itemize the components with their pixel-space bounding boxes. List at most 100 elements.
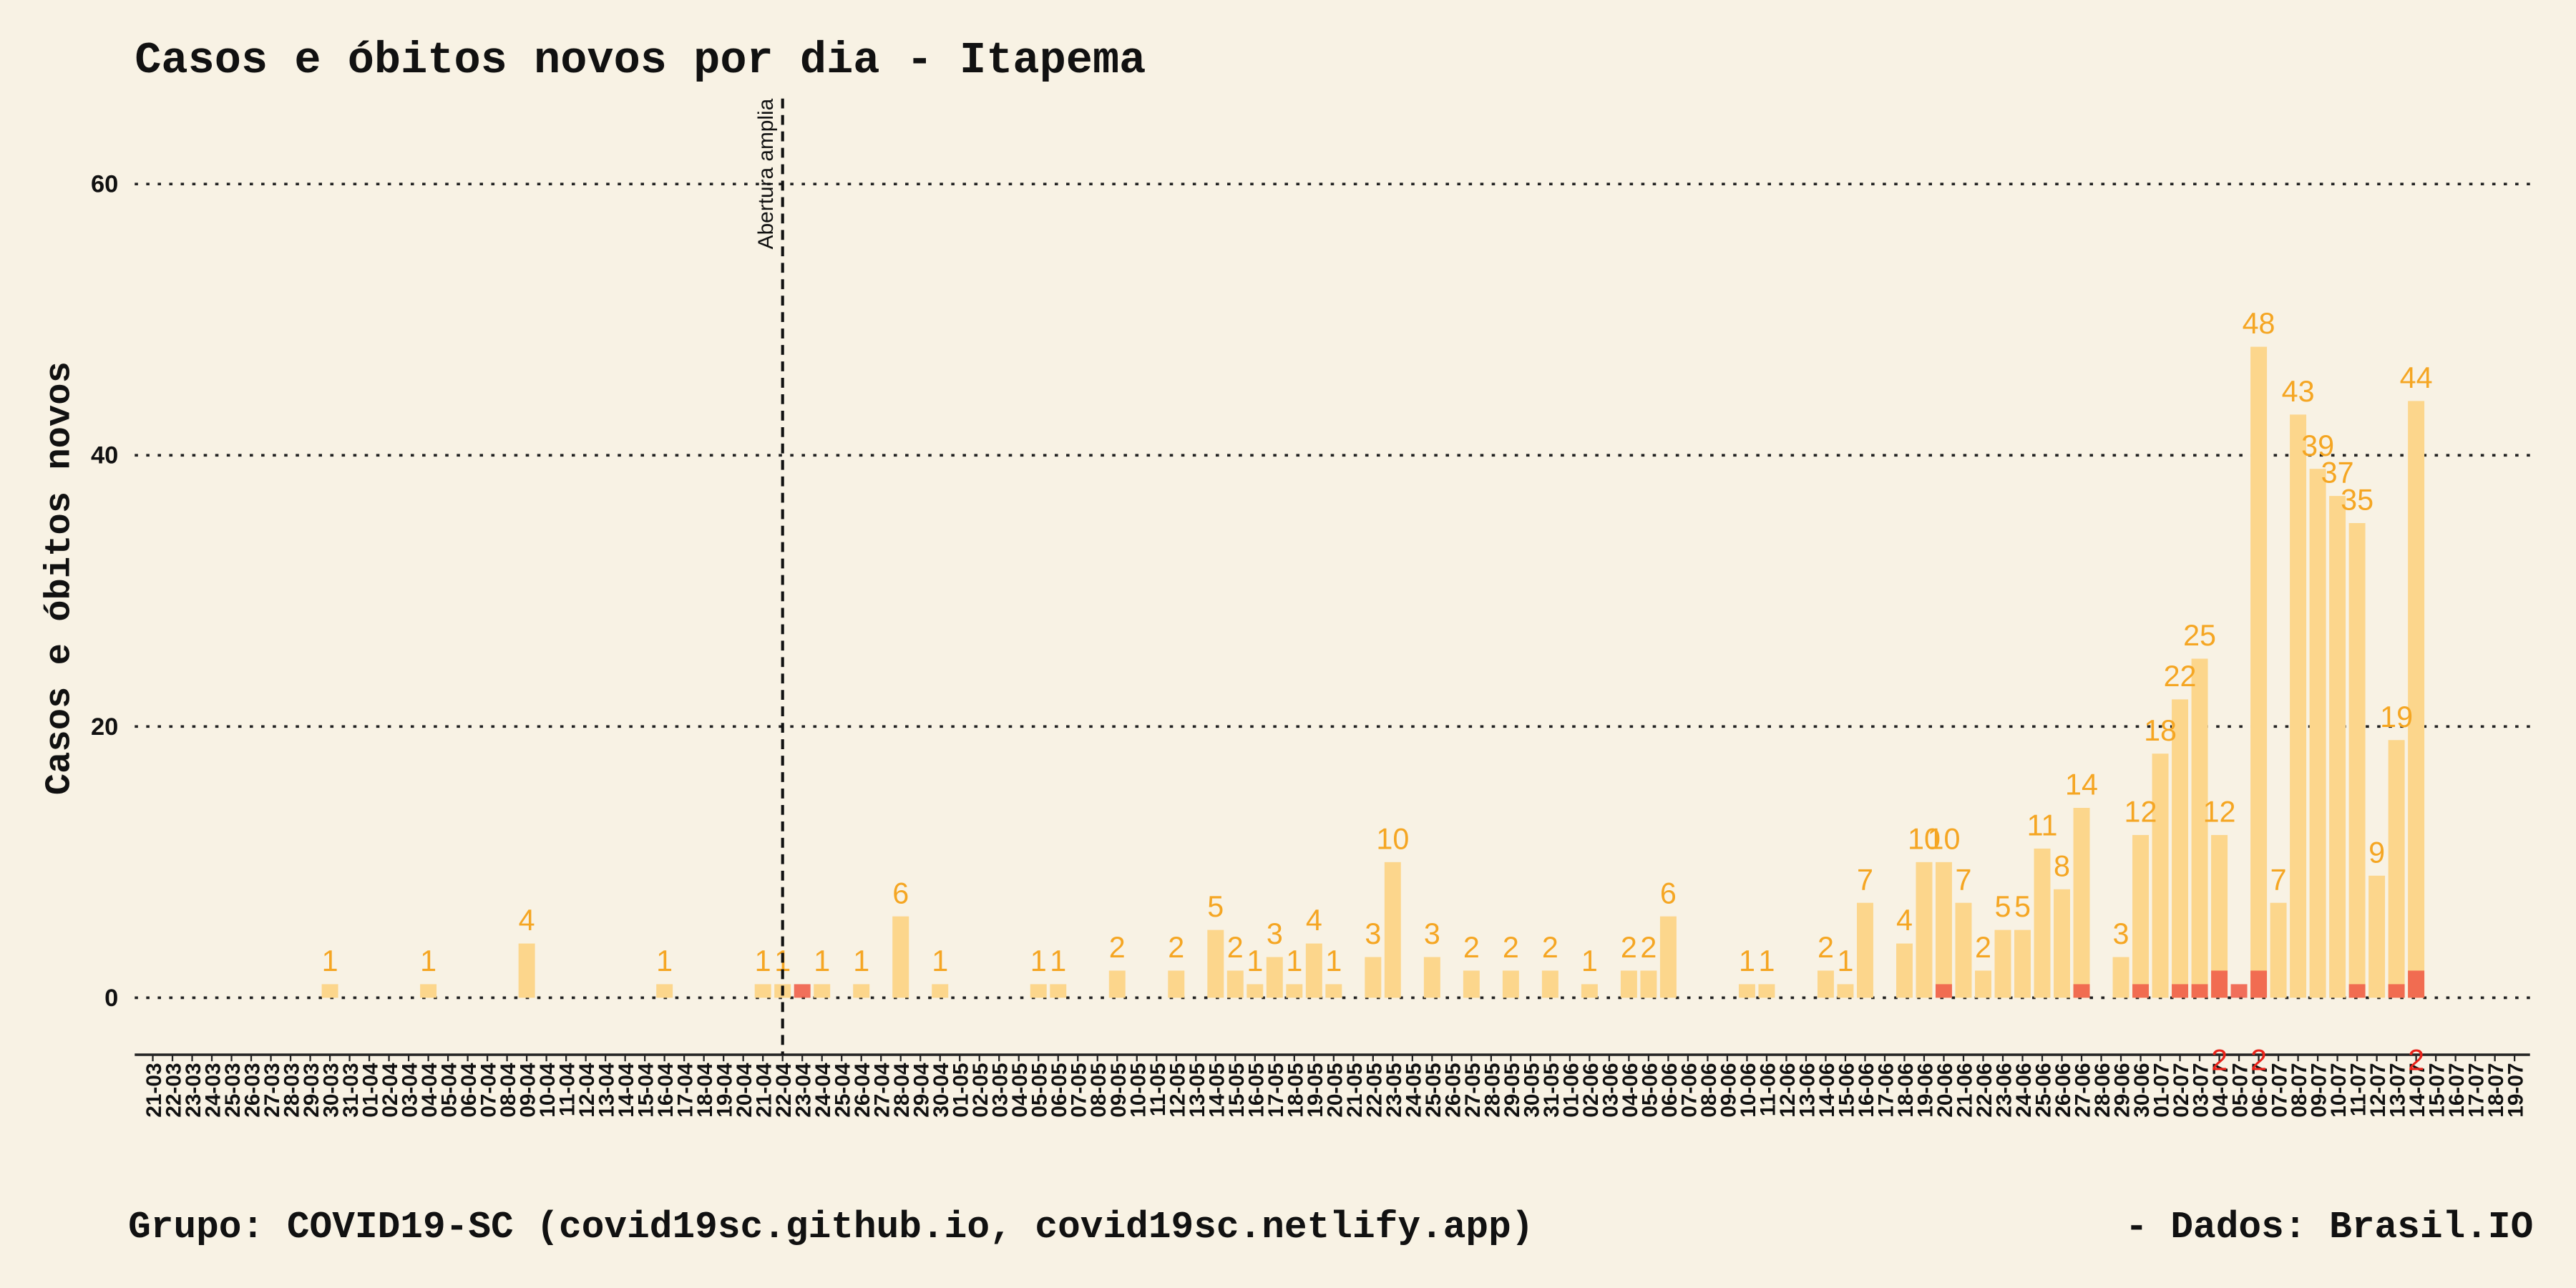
data-label: 2	[1168, 931, 1184, 964]
x-tick-label: 08-05	[1087, 1063, 1111, 1117]
x-tick-label: 05-05	[1028, 1063, 1052, 1117]
x-tick-label: 12-06	[1776, 1063, 1800, 1117]
bar	[2014, 930, 2031, 998]
x-tick-label: 10-06	[1737, 1063, 1760, 1117]
bar	[2309, 469, 2326, 998]
data-label: 2	[2211, 1043, 2228, 1076]
x-tick-label: 02-05	[969, 1063, 992, 1117]
bar	[1975, 970, 1991, 998]
x-tick-label: 22-05	[1362, 1063, 1386, 1117]
data-label: 4	[1896, 904, 1913, 937]
bar	[1936, 862, 1952, 998]
x-tick-label: 30-05	[1520, 1063, 1543, 1117]
x-tick-label: 06-05	[1048, 1063, 1071, 1117]
bar	[2408, 401, 2425, 998]
x-tick-label: 18-07	[2484, 1063, 2508, 1117]
bar	[420, 984, 437, 998]
x-tick-label: 13-04	[595, 1063, 619, 1118]
x-tick-label: 19-06	[1913, 1063, 1937, 1117]
x-tick-label: 28-06	[2091, 1063, 2114, 1117]
data-label: 1	[1758, 945, 1775, 977]
y-tick-label: 20	[91, 713, 118, 741]
x-tick-label: 13-05	[1186, 1063, 1209, 1117]
data-label: 1	[1837, 945, 1853, 977]
data-label: 44	[2400, 361, 2433, 394]
x-tick-label: 17-05	[1264, 1063, 1288, 1117]
bar	[1659, 916, 1677, 998]
bar	[321, 984, 338, 998]
x-tick-label: 02-07	[2170, 1063, 2193, 1117]
x-tick-label: 17-06	[1874, 1063, 1898, 1117]
y-tick-label: 0	[104, 985, 118, 1012]
x-tick-label: 16-07	[2445, 1063, 2469, 1117]
x-tick-label: 24-06	[2012, 1063, 2036, 1117]
x-tick-label: 12-05	[1166, 1063, 1189, 1117]
bar	[2073, 984, 2090, 998]
x-tick-label: 07-07	[2268, 1063, 2292, 1117]
bar	[1581, 984, 1598, 998]
x-tick-label: 02-06	[1579, 1063, 1603, 1117]
data-label: 5	[1995, 890, 2011, 923]
data-label: 1	[755, 945, 771, 977]
x-tick-label: 19-07	[2504, 1063, 2528, 1117]
bar	[2329, 496, 2346, 998]
x-tick-label: 24-05	[1402, 1063, 1425, 1117]
x-tick-label: 25-05	[1422, 1063, 1445, 1117]
x-tick-label: 09-06	[1717, 1063, 1740, 1117]
x-tick-label: 10-05	[1126, 1063, 1150, 1117]
x-tick-label: 30-04	[930, 1063, 953, 1118]
x-tick-label: 05-04	[438, 1063, 462, 1118]
data-label: 3	[2113, 917, 2129, 950]
bar	[814, 984, 831, 998]
data-label: 12	[2203, 796, 2236, 829]
data-label: 4	[1306, 904, 1322, 937]
data-label: 1	[1050, 945, 1066, 977]
x-tick-label: 12-04	[575, 1063, 599, 1118]
x-tick-label: 30-06	[2130, 1063, 2154, 1117]
data-label: 3	[1267, 917, 1283, 950]
x-tick-label: 10-07	[2327, 1063, 2351, 1117]
bar	[794, 984, 811, 998]
x-tick-label: 08-04	[497, 1063, 520, 1118]
x-tick-label: 20-04	[733, 1063, 756, 1118]
x-tick-label: 02-04	[379, 1063, 402, 1118]
x-tick-label: 05-06	[1638, 1063, 1662, 1117]
x-tick-label: 15-05	[1225, 1063, 1249, 1117]
bar	[1955, 902, 1972, 998]
x-tick-label: 11-07	[2347, 1063, 2371, 1116]
x-tick-label: 29-04	[910, 1063, 934, 1118]
x-tick-label: 22-03	[162, 1063, 186, 1117]
x-tick-label: 14-04	[615, 1063, 638, 1118]
x-tick-label: 12-07	[2366, 1063, 2390, 1117]
x-tick-label: 06-07	[2248, 1063, 2272, 1117]
bar	[1266, 957, 1283, 998]
bar	[1108, 970, 1126, 998]
y-tick-label: 60	[91, 171, 118, 198]
x-tick-label: 16-04	[654, 1063, 678, 1118]
x-tick-label: 10-04	[536, 1063, 560, 1118]
bar	[2290, 414, 2307, 998]
bar	[1502, 970, 1519, 998]
y-tick-label: 40	[91, 442, 118, 469]
x-tick-label: 09-07	[2308, 1063, 2331, 1117]
data-label: 3	[1365, 917, 1381, 950]
x-tick-label: 14-05	[1205, 1063, 1229, 1117]
x-tick-label: 17-04	[674, 1063, 698, 1118]
x-tick-label: 11-06	[1756, 1063, 1780, 1116]
data-label: 1	[932, 945, 948, 977]
data-label: 37	[2321, 457, 2354, 489]
x-tick-label: 04-07	[2209, 1063, 2233, 1117]
data-label: 35	[2341, 484, 2373, 517]
x-tick-label: 29-06	[2111, 1063, 2135, 1117]
x-tick-label: 28-03	[280, 1063, 304, 1117]
data-label: 1	[1325, 945, 1342, 977]
x-tick-label: 04-05	[1008, 1063, 1032, 1117]
bar	[2054, 889, 2070, 998]
bar	[2388, 740, 2405, 998]
x-tick-label: 21-04	[753, 1063, 776, 1118]
x-tick-label: 27-05	[1461, 1063, 1485, 1117]
x-tick-label: 26-05	[1441, 1063, 1465, 1117]
x-tick-label: 21-06	[1953, 1063, 1976, 1117]
bar	[1226, 970, 1244, 998]
data-label: 2	[1542, 931, 1558, 964]
